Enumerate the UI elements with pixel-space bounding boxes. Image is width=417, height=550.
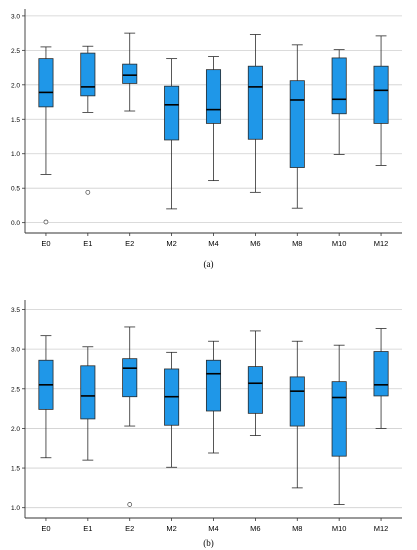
iqr-box: [247, 65, 263, 140]
iqr-box: [38, 58, 54, 108]
box-M12: [373, 328, 389, 429]
iqr-box: [164, 85, 180, 141]
x-tick-label: M12: [374, 239, 389, 248]
box-E0: [38, 46, 54, 225]
x-tick-label: M8: [292, 524, 302, 533]
x-tick-label: M8: [292, 239, 302, 248]
box-M12: [373, 35, 389, 166]
iqr-box: [289, 80, 305, 168]
y-tick-label: 2.0: [11, 426, 20, 433]
iqr-box: [205, 69, 222, 124]
x-tick-label: M4: [208, 239, 218, 248]
panel-caption-a: (a): [203, 259, 214, 269]
iqr-box: [122, 358, 138, 398]
x-tick-label: E1: [83, 524, 92, 533]
box-M4: [205, 340, 222, 454]
x-tick-label: M10: [332, 524, 347, 533]
box-M10: [331, 49, 347, 155]
iqr-box: [331, 381, 347, 457]
outlier-point: [127, 502, 133, 507]
y-tick-label: 1.0: [11, 505, 20, 512]
iqr-box: [373, 351, 389, 397]
box-M4: [205, 56, 222, 182]
box-E2: [122, 326, 138, 507]
box-M2: [164, 351, 180, 468]
y-tick-label: 1.0: [11, 151, 20, 158]
iqr-box: [80, 365, 96, 420]
y-tick-label: 1.5: [11, 466, 20, 473]
boxplot-chart-a: 0.0 0.5 1.0 1.5 2.0 2.5 3.0 E0 E1 E2 M2 M4 M6 M8 M10 M1…: [11, 9, 402, 248]
boxplot-panel-b: 1.0 1.5 2.0 2.5 3.0 3.5 E0 E1 E2 M2 M4 M6 M8 M10 M12: [0, 290, 417, 550]
box-M6: [247, 330, 263, 436]
box-M2: [164, 58, 180, 210]
iqr-box: [373, 65, 389, 124]
outlier-point: [43, 219, 49, 225]
iqr-box: [205, 359, 222, 412]
box-E1: [80, 346, 96, 461]
box-E0: [38, 335, 54, 459]
x-tick-label: M12: [374, 524, 389, 533]
x-tick-label: E0: [41, 239, 50, 248]
x-tick-label: E2: [125, 239, 134, 248]
x-tick-label: M4: [208, 524, 218, 533]
y-tick-label: 1.5: [11, 117, 20, 124]
iqr-box: [331, 57, 347, 115]
y-tick-label: 3.5: [11, 307, 20, 314]
x-tick-label: M6: [250, 239, 260, 248]
box-E2: [122, 32, 138, 112]
iqr-box: [247, 366, 263, 414]
y-tick-label: 3.0: [11, 13, 20, 20]
boxplot-panel-a: 0.0 0.5 1.0 1.5 2.0 2.5 3.0 E0 E1 E2 M2 M4 M6 M8 M10 M1…: [0, 0, 417, 272]
box-M8: [289, 44, 305, 209]
y-tick-label: 0.5: [11, 186, 20, 193]
box-M8: [289, 340, 305, 489]
y-tick-label: 2.0: [11, 82, 20, 89]
y-tick-label: 2.5: [11, 48, 20, 55]
y-tick-label: 0.0: [11, 220, 20, 227]
box-M6: [247, 34, 263, 193]
x-tick-label: E2: [125, 524, 134, 533]
x-tick-label: M2: [166, 524, 176, 533]
outlier-point: [85, 189, 91, 195]
y-tick-label: 2.5: [11, 386, 20, 393]
iqr-box: [289, 376, 305, 427]
box-M10: [331, 344, 347, 505]
box-E1: [80, 45, 96, 195]
x-tick-label: E0: [41, 524, 50, 533]
iqr-box: [122, 63, 138, 84]
panel-caption-b: (b): [203, 538, 214, 548]
x-tick-label: E1: [83, 239, 92, 248]
y-tick-label: 3.0: [11, 347, 20, 354]
x-tick-label: M6: [250, 524, 260, 533]
iqr-box: [80, 52, 96, 97]
boxplot-chart-b: 1.0 1.5 2.0 2.5 3.0 3.5 E0 E1 E2 M2 M4 M6 M8 M10 M12: [11, 300, 402, 533]
x-tick-label: M2: [166, 239, 176, 248]
x-tick-label: M10: [332, 239, 347, 248]
